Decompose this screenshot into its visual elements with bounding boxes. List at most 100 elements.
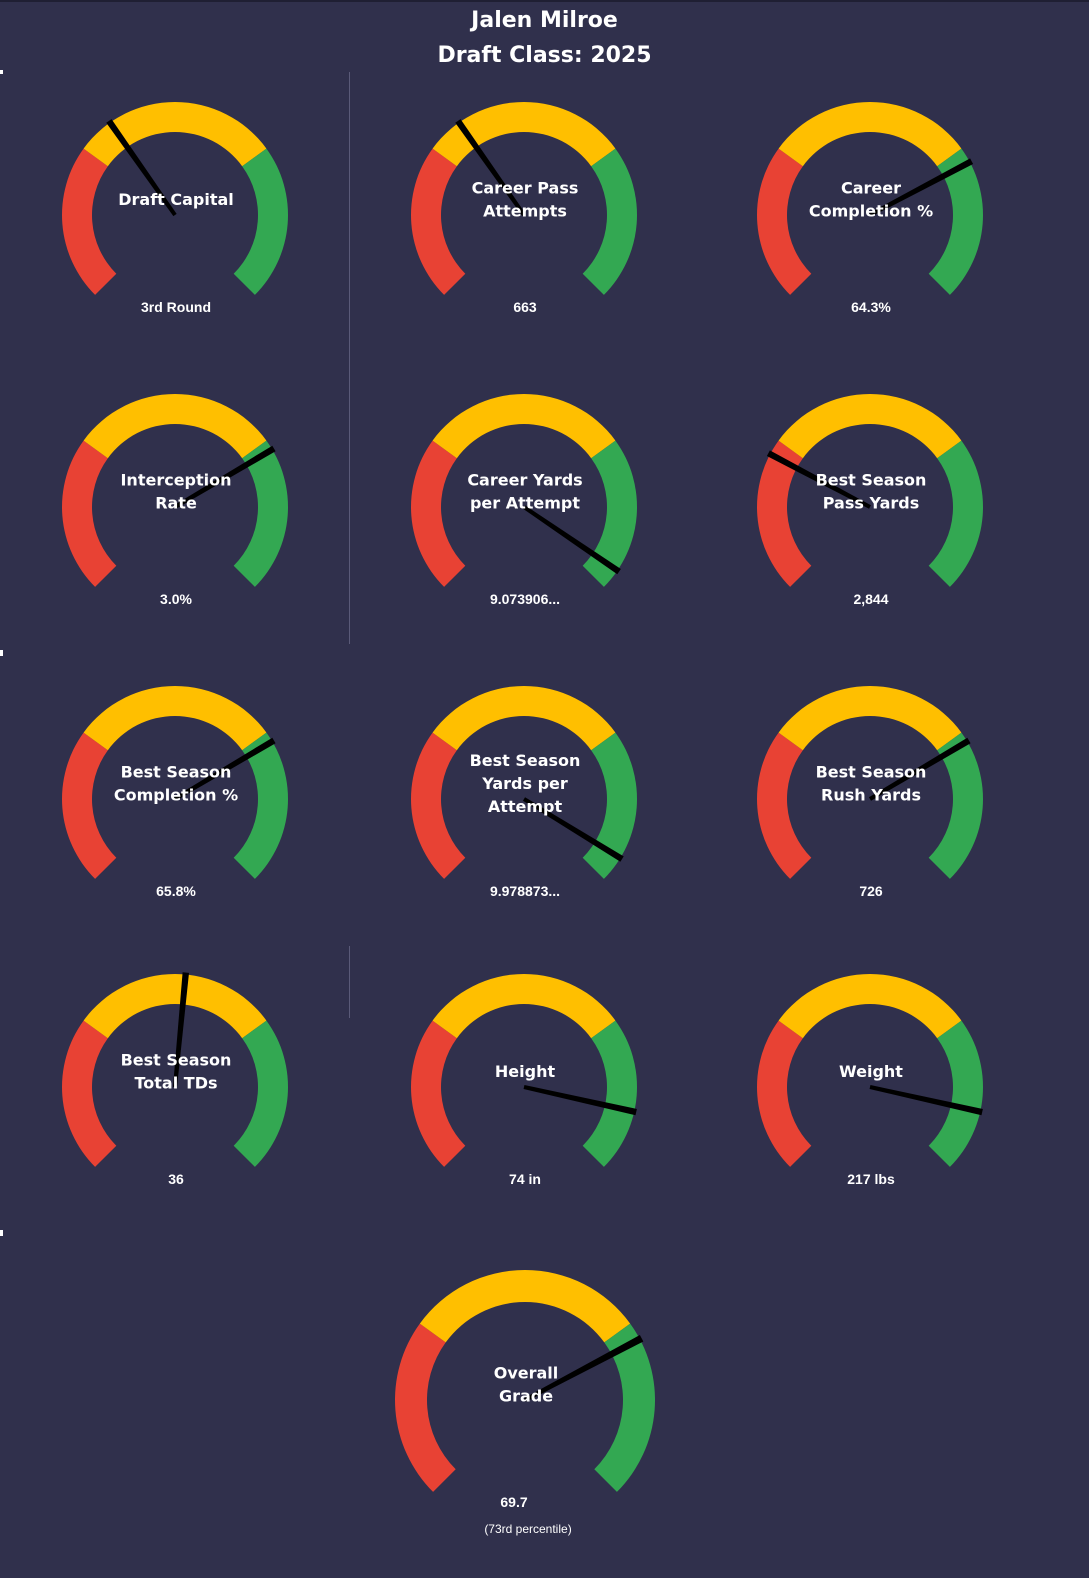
- gauge-zone-low: [62, 440, 117, 587]
- overall-percentile: (73rd percentile): [484, 1522, 571, 1536]
- gauge-label-line: Yards per: [481, 774, 568, 793]
- gauge-10: Height 74 in: [411, 973, 637, 1187]
- gauge-zone-high: [233, 148, 288, 295]
- gauge-label-line: Overall: [494, 1364, 559, 1383]
- gauge-label-line: Attempts: [483, 202, 567, 221]
- gauge-value: 3rd Round: [141, 299, 211, 315]
- gauge-needle: [106, 119, 177, 217]
- overall-grade-gauge: Overall Grade 69.7 (73rd percentile): [395, 1270, 655, 1536]
- gauge-needle: [455, 119, 526, 217]
- gauge-label-line: Total TDs: [135, 1074, 218, 1093]
- gauge-zone-mid: [432, 973, 616, 1039]
- gauge-label-line: Interception: [120, 471, 231, 490]
- gauge-zone-low: [757, 732, 812, 879]
- gauge-label-line: Best Season: [816, 471, 927, 490]
- gauge-9: Best Season Total TDs 36: [62, 972, 288, 1187]
- gauge-label-line: Completion %: [114, 786, 238, 805]
- gauge-needle: [522, 797, 624, 862]
- gauge-zone-mid: [778, 101, 962, 167]
- gauge-label-line: Best Season: [121, 1051, 232, 1070]
- gauge-label-line: Best Season: [816, 763, 927, 782]
- gauge-value: 217 lbs: [847, 1171, 895, 1187]
- gauge-zone-high: [928, 148, 983, 295]
- gauge-zone-low: [62, 732, 117, 879]
- gauge-value: 9.073906...: [490, 591, 560, 607]
- gauge-zone-low: [757, 148, 812, 295]
- draft-class: Draft Class: 2025: [437, 43, 652, 68]
- gauge-label-line: Grade: [499, 1387, 553, 1406]
- gauge-zone-high: [594, 1323, 655, 1492]
- gauge-label-line: Pass Yards: [823, 494, 920, 513]
- gauge-2: Career Completion % 64.3%: [757, 101, 983, 315]
- gauge-needle: [522, 505, 621, 575]
- gauge-value: 3.0%: [160, 591, 192, 607]
- gauge-needle: [868, 737, 971, 801]
- gauge-zone-mid: [419, 1270, 631, 1343]
- gauge-zone-low: [62, 148, 117, 295]
- gauge-zone-low: [411, 148, 466, 295]
- edge-gap-1: [0, 70, 3, 74]
- gauge-label-line: Career Pass: [472, 179, 579, 198]
- gauge-label-line: Weight: [839, 1062, 903, 1081]
- gauge-value: 663: [513, 299, 537, 315]
- gauge-label-line: Career: [841, 179, 901, 198]
- gauge-zone-mid: [83, 393, 267, 459]
- gauge-value: 36: [168, 1171, 184, 1187]
- gauge-value: 2,844: [853, 591, 888, 607]
- gauge-zone-high: [928, 732, 983, 879]
- gauge-zone-mid: [432, 393, 616, 459]
- gauge-zone-low: [411, 732, 466, 879]
- gauge-needle: [766, 450, 871, 509]
- gauge-label-line: per Attempt: [470, 494, 580, 513]
- gauge-zone-low: [411, 1020, 466, 1167]
- gauge-label-line: Completion %: [809, 202, 933, 221]
- gauge-value: 65.8%: [156, 883, 196, 899]
- gauge-zone-mid: [83, 973, 267, 1039]
- gauge-zone-mid: [83, 685, 267, 751]
- column-divider-upper: [349, 72, 350, 644]
- gauge-zone-high: [233, 1020, 288, 1167]
- gauge-needle: [869, 1085, 983, 1116]
- gauge-4: Career Yards per Attempt 9.073906...: [411, 393, 637, 607]
- gauge-zone-mid: [432, 685, 616, 751]
- gauge-label-line: Rate: [155, 494, 197, 513]
- gauge-6: Best Season Completion % 65.8%: [62, 685, 288, 899]
- gauge-label-line: Height: [495, 1062, 556, 1081]
- gauge-8: Best Season Rush Yards 726: [757, 685, 983, 899]
- gauge-needle: [173, 972, 190, 1088]
- gauge-zone-mid: [778, 685, 962, 751]
- gauge-label-line: Career Yards: [467, 471, 582, 490]
- gauge-label-line: Attempt: [488, 797, 563, 816]
- gauge-label-line: Draft Capital: [118, 190, 234, 209]
- edge-gap-3: [0, 1230, 3, 1236]
- gauge-zone-high: [582, 440, 637, 587]
- gauge-zone-high: [928, 1020, 983, 1167]
- gauge-1: Career Pass Attempts 663: [411, 101, 637, 315]
- gauge-needle: [523, 1085, 637, 1116]
- gauge-zone-low: [62, 1020, 117, 1167]
- edge-gap-2: [0, 650, 3, 656]
- gauge-zone-mid: [83, 101, 267, 167]
- gauge-zone-high: [233, 732, 288, 879]
- column-divider-lower: [349, 946, 350, 1018]
- gauge-needle: [173, 737, 276, 801]
- gauge-zone-mid: [432, 101, 616, 167]
- gauge-value: 726: [859, 883, 883, 899]
- gauge-zone-low: [757, 440, 812, 587]
- player-name: Jalen Milroe: [471, 8, 618, 33]
- gauge-0: Draft Capital 3rd Round: [62, 101, 288, 315]
- gauge-zone-high: [582, 732, 637, 879]
- gauge-value: 9.978873...: [490, 883, 560, 899]
- gauge-zone-low: [395, 1323, 456, 1492]
- gauge-zone-high: [928, 440, 983, 587]
- gauge-11: Weight 217 lbs: [757, 973, 983, 1187]
- gauge-needle: [173, 445, 276, 509]
- gauge-needle: [869, 158, 974, 217]
- gauge-needle: [524, 1335, 644, 1402]
- gauge-zone-mid: [778, 393, 962, 459]
- gauge-zone-high: [582, 148, 637, 295]
- gauge-zone-high: [233, 440, 288, 587]
- gauge-label-line: Best Season: [470, 751, 581, 770]
